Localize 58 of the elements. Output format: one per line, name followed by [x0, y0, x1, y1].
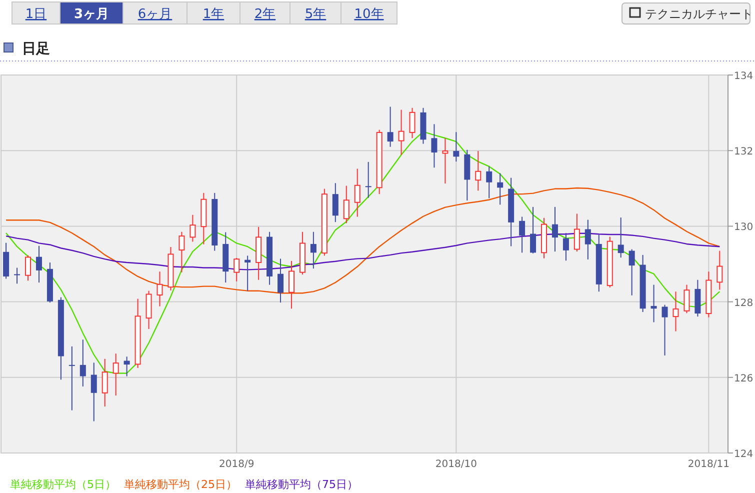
candlestick — [618, 217, 624, 258]
candlestick — [442, 138, 448, 184]
y-tick-label: 126 — [734, 373, 754, 384]
candlestick — [431, 124, 438, 168]
candlestick — [486, 166, 492, 199]
candlestick — [497, 172, 504, 206]
candlestick — [90, 362, 97, 422]
y-tick-label: 128 — [734, 298, 754, 309]
candlestick — [628, 248, 635, 296]
candlestick — [662, 304, 668, 356]
candlestick — [552, 206, 558, 252]
candlestick — [530, 206, 536, 254]
tabs: 1日 3ヶ月 6ヶ月 1年 2年 5年 10年 — [12, 2, 398, 24]
candlestick — [475, 150, 482, 192]
candlestick — [146, 290, 152, 330]
candlestick — [453, 132, 460, 162]
x-tick-label: 2018/9 — [219, 459, 254, 470]
candlestick — [519, 216, 526, 254]
candlestick — [343, 185, 350, 224]
x-tick-label: 2018/10 — [435, 459, 477, 470]
y-tick-label: 132 — [734, 146, 754, 158]
candlestick — [234, 257, 240, 282]
candlestick — [354, 168, 360, 218]
candlestick — [112, 353, 119, 396]
legend: 単純移動平均（5日） 単純移動平均（25日） 単純移動平均（75日） — [10, 478, 358, 491]
candlestick — [156, 271, 163, 307]
candlestick — [365, 161, 372, 198]
button: テクニカルチャート — [622, 2, 753, 24]
candlestick — [288, 260, 294, 310]
candlestick — [278, 258, 284, 304]
x-tick-label: 2018/11 — [688, 459, 730, 470]
y-tick-label: 130 — [734, 222, 754, 234]
candlestick — [14, 267, 20, 284]
candlestick — [672, 291, 679, 332]
candlestick — [190, 214, 196, 242]
candlestick — [716, 250, 723, 290]
candlestick — [102, 358, 108, 408]
candlestick — [584, 219, 591, 260]
candlestick — [684, 284, 690, 314]
candlestick — [387, 106, 394, 148]
candlestick — [310, 231, 316, 270]
y-tick-label: 124 — [734, 449, 754, 460]
candlestick — [398, 109, 404, 156]
candlestick — [178, 231, 185, 273]
candlestick — [25, 254, 32, 282]
candlestick — [80, 339, 86, 387]
candlestick — [124, 356, 130, 377]
candlestick — [68, 346, 75, 411]
candlestick — [36, 245, 42, 284]
candlestick — [409, 107, 416, 139]
line-series — [5, 187, 720, 294]
candlestick — [332, 182, 338, 223]
candlestick — [574, 213, 580, 252]
candlestick — [650, 284, 657, 323]
candlestick — [562, 232, 569, 262]
chart-title: 日足 — [22, 41, 50, 57]
y-tick-label: 134 — [734, 71, 754, 82]
candlestick — [244, 255, 251, 292]
